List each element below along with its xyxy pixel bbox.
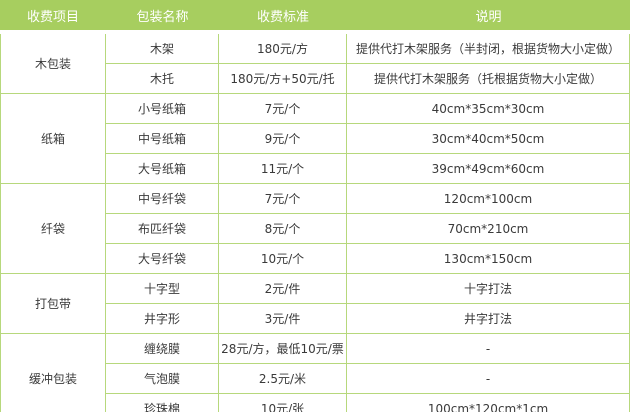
price-cell: 11元/个: [219, 154, 347, 184]
header-charge-item: 收费项目: [0, 0, 106, 34]
table-row: 缓冲包装 缠绕膜 28元/方，最低10元/票 -: [0, 334, 630, 412]
price-cell: 10元/张: [219, 394, 347, 412]
package-name-cell: 中号纸箱: [106, 124, 219, 154]
description-cell: 39cm*49cm*60cm: [347, 154, 630, 184]
table-row: 大号纸箱 11元/个 39cm*49cm*60cm: [0, 154, 630, 184]
package-name-cell: 缠绕膜: [106, 334, 219, 364]
table-row: 珍珠棉 10元/张 100cm*120cm*1cm: [0, 394, 630, 412]
description-cell: 100cm*120cm*1cm: [347, 394, 630, 412]
table-row: 气泡膜 2.5元/米 -: [0, 364, 630, 394]
description-cell: 井字打法: [347, 304, 630, 334]
charge-item-cell: 纤袋: [0, 184, 106, 274]
price-cell: 7元/个: [219, 184, 347, 214]
description-cell: 120cm*100cm: [347, 184, 630, 214]
package-name-cell: 中号纤袋: [106, 184, 219, 214]
table-row: 井字形 3元/件 井字打法: [0, 304, 630, 334]
table-row: 木托 180元/方+50元/托 提供代打木架服务（托根据货物大小定做）: [0, 64, 630, 94]
description-cell: 130cm*150cm: [347, 244, 630, 274]
package-name-cell: 大号纤袋: [106, 244, 219, 274]
header-price-standard: 收费标准: [219, 0, 347, 34]
table-row: 木包装 木架 180元/方 提供代打木架服务（半封闭，根据货物大小定做）: [0, 34, 630, 94]
price-cell: 2.5元/米: [219, 364, 347, 394]
description-cell: 十字打法: [347, 274, 630, 304]
package-name-cell: 木架: [106, 34, 219, 64]
price-cell: 3元/件: [219, 304, 347, 334]
price-cell: 9元/个: [219, 124, 347, 154]
description-cell: 30cm*40cm*50cm: [347, 124, 630, 154]
price-cell: 180元/方+50元/托: [219, 64, 347, 94]
price-cell: 28元/方，最低10元/票: [219, 334, 347, 364]
charge-item-cell: 木包装: [0, 34, 106, 94]
table-row: 大号纤袋 10元/个 130cm*150cm: [0, 244, 630, 274]
package-name-cell: 井字形: [106, 304, 219, 334]
table-row: 打包带 十字型 2元/件 十字打法: [0, 274, 630, 334]
price-cell: 2元/件: [219, 274, 347, 304]
description-cell: 40cm*35cm*30cm: [347, 94, 630, 124]
package-name-cell: 大号纸箱: [106, 154, 219, 184]
description-cell: 提供代打木架服务（托根据货物大小定做）: [347, 64, 630, 94]
header-description: 说明: [347, 0, 630, 34]
price-cell: 10元/个: [219, 244, 347, 274]
description-cell: 提供代打木架服务（半封闭，根据货物大小定做）: [347, 34, 630, 64]
charge-item-cell: 缓冲包装: [0, 334, 106, 412]
price-cell: 7元/个: [219, 94, 347, 124]
description-cell: -: [347, 364, 630, 394]
package-name-cell: 珍珠棉: [106, 394, 219, 412]
description-cell: -: [347, 334, 630, 364]
charge-item-cell: 纸箱: [0, 94, 106, 184]
table-row: 纸箱 小号纸箱 7元/个 40cm*35cm*30cm: [0, 94, 630, 184]
header-package-name: 包装名称: [106, 0, 219, 34]
charge-item-cell: 打包带: [0, 274, 106, 334]
package-name-cell: 布匹纤袋: [106, 214, 219, 244]
table-row: 纤袋 中号纤袋 7元/个 120cm*100cm: [0, 184, 630, 274]
price-cell: 180元/方: [219, 34, 347, 64]
package-name-cell: 十字型: [106, 274, 219, 304]
table-row: 中号纸箱 9元/个 30cm*40cm*50cm: [0, 124, 630, 154]
table-row: 布匹纤袋 8元/个 70cm*210cm: [0, 214, 630, 244]
table-header-row: 收费项目 包装名称 收费标准 说明: [0, 0, 630, 34]
package-name-cell: 小号纸箱: [106, 94, 219, 124]
price-cell: 8元/个: [219, 214, 347, 244]
package-name-cell: 木托: [106, 64, 219, 94]
description-cell: 70cm*210cm: [347, 214, 630, 244]
package-name-cell: 气泡膜: [106, 364, 219, 394]
